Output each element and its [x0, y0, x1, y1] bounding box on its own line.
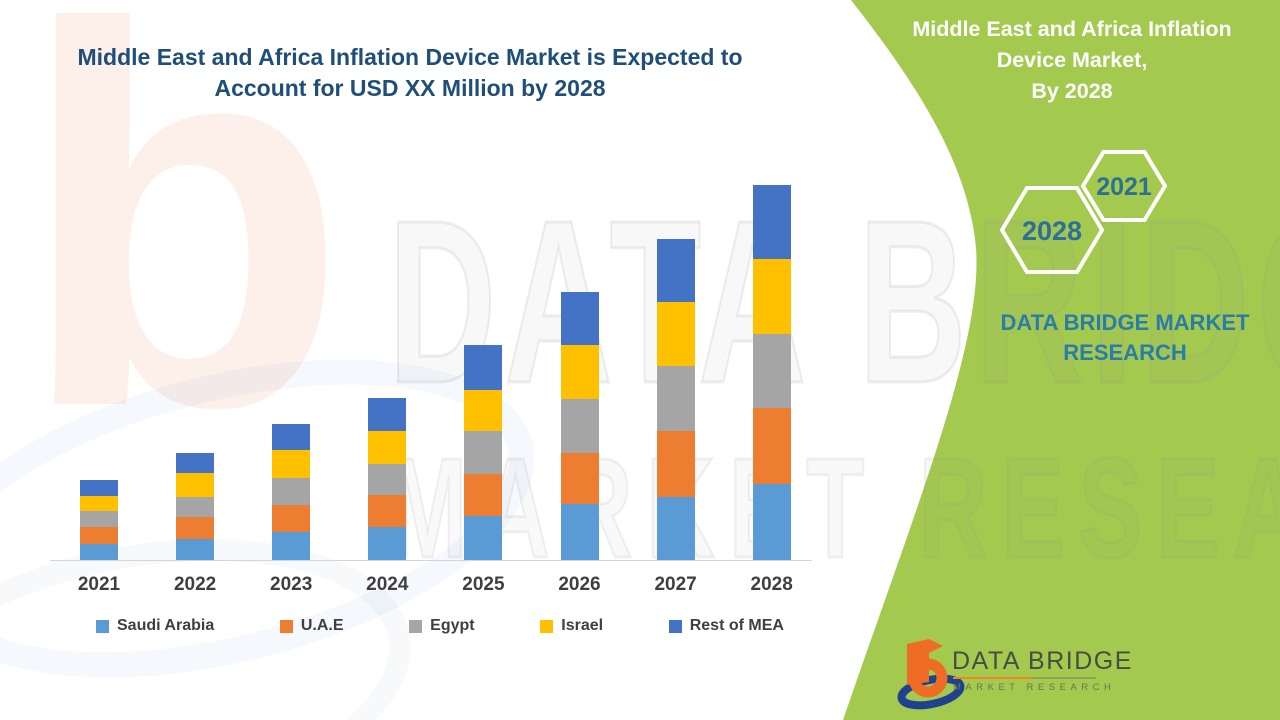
segment-egypt-2028: [752, 334, 791, 408]
x-axis-label-2021: 2021: [77, 574, 121, 595]
segment-egypt-2024: [368, 464, 407, 495]
segment-egypt-2027: [656, 366, 695, 431]
bar-2026: [560, 292, 599, 560]
segment-saudi-arabia-2026: [560, 504, 599, 560]
segment-rest-of-mea-2023: [272, 424, 311, 450]
chart-title-line-2: Account for USD XX Million by 2028: [214, 75, 606, 101]
segment-israel-2027: [656, 302, 695, 366]
segment-rest-of-mea-2024: [368, 398, 407, 431]
segment-rest-of-mea-2025: [464, 345, 503, 390]
bar-2024: [368, 398, 407, 560]
brand-wordmark: DATA BRIDGE MARKET RESEARCH: [960, 308, 1280, 368]
chart-title: Middle East and Africa Inflation Device …: [55, 42, 765, 104]
segment-u-a-e-2027: [656, 431, 695, 497]
segment-rest-of-mea-2027: [656, 239, 695, 302]
segment-rest-of-mea-2022: [176, 453, 215, 473]
logo-underline: [953, 677, 1096, 679]
logo-flag-icon: [929, 639, 943, 653]
segment-israel-2028: [752, 259, 791, 334]
legend-label-rest-of-mea: Rest of MEA: [689, 617, 784, 634]
segment-u-a-e-2023: [272, 505, 311, 532]
legend-label-israel: Israel: [561, 617, 604, 634]
x-axis-label-2024: 2024: [366, 574, 409, 595]
segment-u-a-e-2028: [752, 408, 791, 484]
segment-u-a-e-2022: [176, 517, 215, 539]
legend-item-egypt: Egypt: [409, 617, 475, 635]
panel-heading-line-1: Middle East and Africa Inflation: [912, 17, 1232, 41]
company-logo-icon: [897, 639, 965, 710]
panel-heading-line-3: By 2028: [1031, 79, 1113, 103]
segment-saudi-arabia-2025: [464, 516, 503, 560]
segment-egypt-2021: [80, 511, 118, 527]
segment-egypt-2022: [176, 497, 215, 517]
bar-2022: [176, 453, 215, 560]
legend-item-rest-of-mea: Rest of MEA: [668, 617, 784, 635]
segment-saudi-arabia-2024: [368, 527, 407, 560]
legend-swatch-israel: [540, 619, 554, 633]
logo-tagline: MARKET RESEARCH: [953, 682, 1116, 693]
bar-2028: [752, 185, 791, 560]
segment-egypt-2023: [272, 478, 311, 505]
legend-swatch-egypt: [409, 619, 423, 633]
bar-2025: [464, 345, 503, 560]
segment-israel-2024: [368, 431, 407, 464]
legend-label-saudi-arabia: Saudi Arabia: [117, 617, 215, 634]
bar-2023: [272, 424, 311, 560]
legend-swatch-u-a-e: [279, 619, 293, 633]
legend-item-israel: Israel: [540, 617, 603, 635]
x-axis-label-2028: 2028: [750, 574, 793, 595]
segment-saudi-arabia-2022: [176, 539, 215, 560]
segment-israel-2021: [80, 496, 118, 511]
bar-2027: [656, 239, 695, 560]
legend: Saudi Arabia U.A.E Egypt Israel Rest of MEA: [96, 617, 784, 635]
segment-u-a-e-2021: [80, 527, 118, 544]
segment-saudi-arabia-2021: [80, 544, 118, 560]
x-axis-line: [50, 560, 812, 561]
legend-swatch-rest-of-mea: [668, 619, 682, 633]
legend-label-egypt: Egypt: [430, 617, 475, 634]
segment-israel-2025: [464, 390, 503, 431]
logo-name: DATA BRIDGE: [952, 647, 1133, 675]
segment-saudi-arabia-2027: [656, 497, 695, 560]
logo-stem-icon: [907, 639, 929, 685]
segment-rest-of-mea-2021: [80, 480, 118, 496]
x-axis-label-2022: 2022: [173, 574, 217, 595]
chart-title-line-1: Middle East and Africa Inflation Device …: [77, 44, 743, 70]
segment-rest-of-mea-2028: [752, 185, 791, 259]
segment-u-a-e-2024: [368, 495, 407, 527]
legend-item-u-a-e: U.A.E: [279, 617, 344, 635]
legend-label-u-a-e: U.A.E: [300, 617, 344, 634]
legend-swatch-saudi-arabia: [96, 619, 109, 633]
segment-israel-2022: [176, 473, 215, 497]
segment-israel-2026: [560, 345, 599, 399]
panel-heading: Middle East and Africa Inflation Device …: [872, 14, 1272, 107]
brand-wordmark-line-2: RESEARCH: [1063, 340, 1187, 365]
x-axis-label-2027: 2027: [654, 574, 697, 595]
segment-saudi-arabia-2028: [752, 484, 791, 560]
segment-u-a-e-2025: [464, 474, 503, 516]
segment-saudi-arabia-2023: [272, 532, 311, 560]
segment-israel-2023: [272, 450, 311, 478]
panel-heading-line-2: Device Market,: [996, 48, 1148, 72]
green-panel-shape: [843, 0, 1280, 720]
bar-2021: [80, 480, 118, 560]
x-axis-label-2025: 2025: [462, 574, 505, 595]
segment-u-a-e-2026: [560, 453, 599, 504]
x-axis-label-2023: 2023: [270, 574, 313, 595]
segment-rest-of-mea-2026: [560, 292, 599, 345]
brand-wordmark-line-1: DATA BRIDGE MARKET: [1000, 310, 1250, 335]
x-axis-label-2026: 2026: [558, 574, 601, 595]
segment-egypt-2026: [560, 399, 599, 453]
legend-item-saudi-arabia: Saudi Arabia: [96, 617, 214, 635]
segment-egypt-2025: [464, 431, 503, 474]
